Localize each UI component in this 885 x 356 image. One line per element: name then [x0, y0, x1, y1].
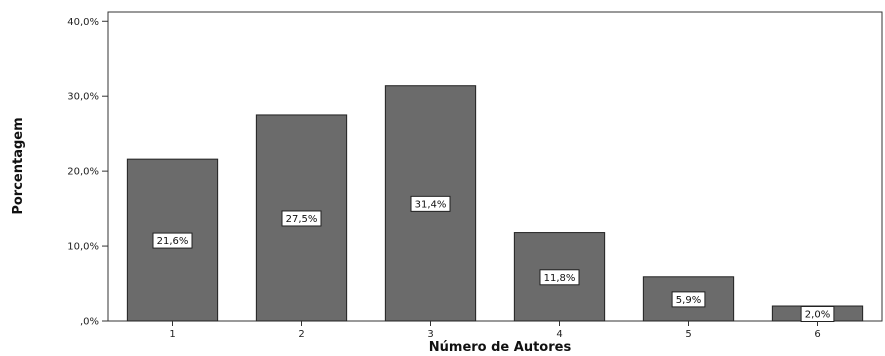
data-labels-group: 21,6% 27,5% 31,4% 11,8% 5,9% 2,0% [152, 195, 835, 323]
y-tick-label: 40,0% [67, 17, 99, 28]
data-label: 11,8% [544, 273, 576, 284]
data-label-box [152, 232, 193, 249]
data-label: 27,5% [286, 214, 318, 225]
y-axis-title: Porcentagem [11, 117, 26, 214]
y-axis-ticks: ,0% 10,0% 20,0% 30,0% 40,0% [67, 17, 108, 328]
x-axis-title: Número de Autores [429, 340, 572, 355]
y-tick-label: 20,0% [67, 167, 99, 178]
y-tick-label: ,0% [80, 317, 99, 328]
x-tick-label: 1 [169, 329, 175, 340]
x-axis-ticks: 1 2 3 4 5 6 [169, 321, 821, 340]
data-label: 21,6% [157, 236, 189, 247]
data-label: 5,9% [676, 295, 701, 306]
plot-frame [107, 11, 883, 322]
data-label-box [539, 269, 580, 286]
data-label-box [671, 291, 706, 308]
bars-group [126, 85, 864, 322]
x-tick-label: 3 [427, 329, 433, 340]
data-label: 2,0% [805, 310, 830, 321]
x-tick-label: 5 [685, 329, 691, 340]
data-label-box [281, 210, 322, 227]
x-tick-label: 2 [298, 329, 304, 340]
x-tick-label: 4 [556, 329, 562, 340]
y-tick-label: 30,0% [67, 92, 99, 103]
data-label-box [410, 195, 451, 212]
x-tick-label: 6 [814, 329, 820, 340]
data-label: 31,4% [415, 199, 447, 210]
y-tick-label: 10,0% [67, 242, 99, 253]
